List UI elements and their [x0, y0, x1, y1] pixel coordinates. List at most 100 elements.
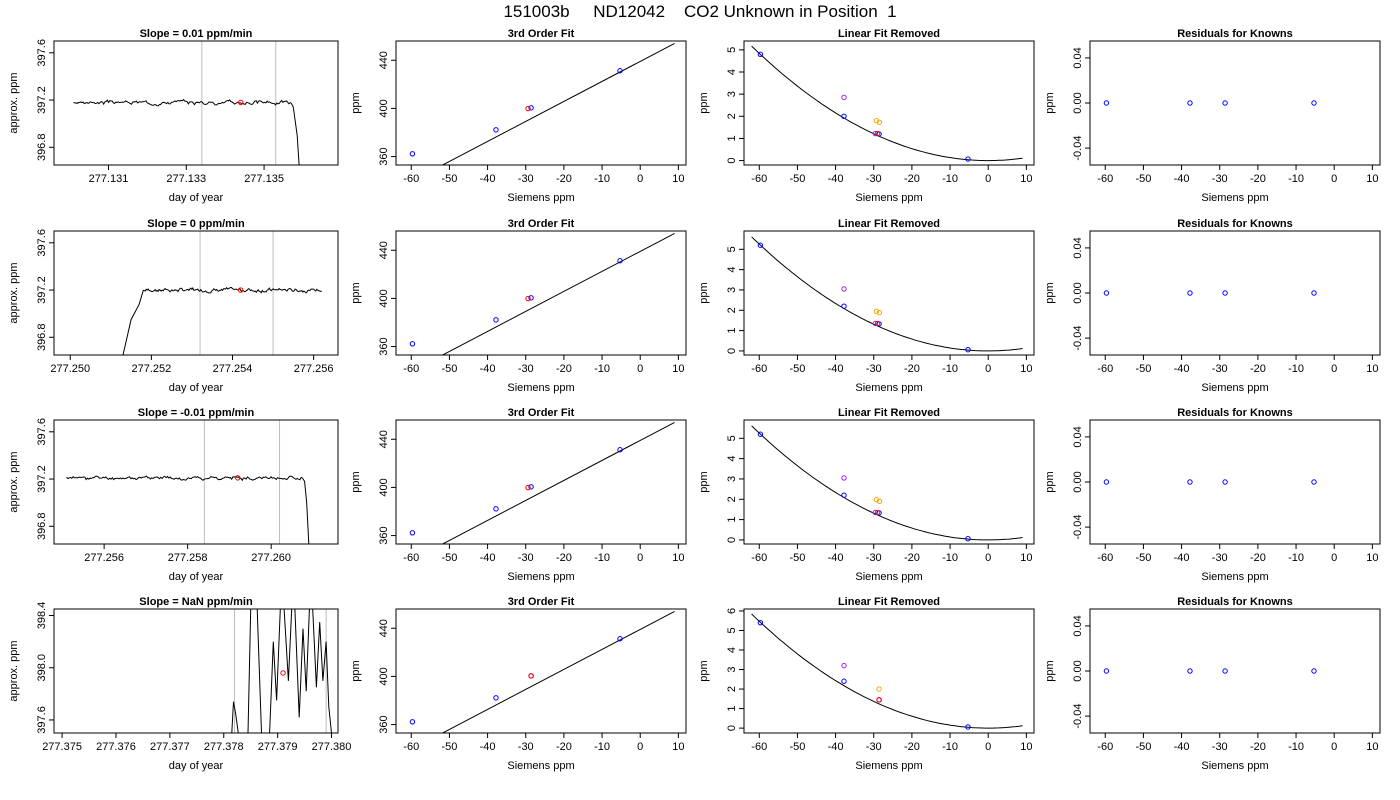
x-tick-label: -30 [1212, 552, 1228, 564]
previous-point [872, 320, 878, 327]
x-tick-label: 10 [1020, 552, 1032, 564]
x-axis-label: Siemens ppm [1201, 571, 1268, 583]
x-tick-label: -10 [1288, 552, 1304, 564]
x-tick-label: -50 [1135, 363, 1151, 375]
x-tick-label: -10 [594, 552, 610, 564]
x-tick-label: 277.379 [258, 741, 298, 753]
known-point [528, 295, 534, 301]
y-tick-label: 5 [726, 47, 738, 53]
x-tick-label: -50 [441, 741, 457, 753]
x-tick-label: 10 [672, 363, 684, 375]
x-axis-label: Siemens ppm [1201, 760, 1268, 772]
plot-area [1103, 290, 1317, 296]
y-tick-label: 2 [726, 496, 738, 502]
x-tick-label: 0 [637, 741, 643, 753]
known-point [1311, 290, 1317, 296]
y-axis-label: ppm [1044, 92, 1056, 113]
known-point [965, 347, 971, 353]
x-tick-label: -40 [480, 741, 496, 753]
panel-title: Linear Fit Removed [838, 28, 940, 40]
known-point [757, 51, 764, 57]
x-tick-label: 0 [985, 363, 991, 375]
x-tick-label: -50 [789, 741, 805, 753]
fit-curve [751, 425, 1023, 541]
fit-curve [751, 45, 1023, 162]
x-tick-label: -50 [789, 363, 805, 375]
panel-residuals-row-4: Residuals for Knowns Siemens ppm ppm -60 -50… [1044, 596, 1381, 772]
x-tick-label: 277.260 [251, 552, 291, 564]
plot-area [751, 45, 1023, 162]
x-tick-label: 277.254 [213, 363, 253, 375]
fit-line [441, 232, 675, 355]
y-tick-label: 397.6 [36, 229, 48, 257]
known-point [409, 151, 416, 157]
sample-marker [235, 475, 241, 481]
y-tick-label: 0.04 [1072, 426, 1084, 447]
known-point [965, 724, 971, 730]
alt-point [876, 310, 883, 316]
known-point [841, 492, 847, 498]
y-tick-label: 360 [378, 147, 390, 165]
panel-fit-row-2: 3rd Order Fit Siemens ppm ppm -60 -50 -40 -30 -… [350, 218, 687, 394]
y-tick-label: 3 [726, 666, 738, 672]
known-point [617, 636, 623, 642]
y-tick-label: 0.04 [1072, 615, 1084, 636]
plot-frame [53, 40, 339, 166]
y-tick-label: 400 [378, 667, 390, 685]
x-tick-label: -30 [1212, 173, 1228, 185]
x-tick-label: -60 [1097, 552, 1113, 564]
x-tick-label: -10 [594, 173, 610, 185]
panel-title: Slope = NaN ppm/min [139, 596, 253, 608]
y-tick-label: 397.6 [36, 706, 48, 734]
plot-area [122, 231, 322, 355]
plot-area [1103, 100, 1317, 106]
plot-frame [1089, 608, 1381, 734]
y-tick-label: 2 [726, 113, 738, 119]
panel-title: 3rd Order Fit [508, 407, 575, 419]
panel-title: Linear Fit Removed [838, 407, 940, 419]
x-tick-label: -60 [1097, 173, 1113, 185]
data-trace [73, 98, 300, 165]
plot-area [409, 421, 675, 544]
x-tick-label: 277.376 [96, 741, 136, 753]
x-tick-label: -30 [1212, 363, 1228, 375]
y-tick-label: 4 [726, 69, 738, 75]
x-tick-label: -50 [1135, 741, 1151, 753]
y-tick-label: 2 [726, 686, 738, 692]
plot-area [1103, 668, 1317, 674]
panel-time-series-row-2: Slope = 0 ppm/min day of year approx. ppm 2… [8, 218, 339, 394]
known-point [1311, 100, 1317, 106]
x-tick-label: 0 [985, 741, 991, 753]
y-axis-label: approx. ppm [8, 640, 20, 701]
y-tick-label: -0.04 [1072, 515, 1084, 540]
x-tick-label: 277.258 [168, 552, 208, 564]
x-tick-label: -20 [1250, 741, 1266, 753]
panel-time-series-row-3: Slope = -0.01 ppm/min day of year approx. … [8, 407, 339, 583]
x-tick-label: -10 [1288, 173, 1304, 185]
y-tick-label: 397.2 [36, 465, 48, 493]
x-tick-label: -20 [1250, 552, 1266, 564]
known-point [1103, 290, 1110, 296]
y-axis-label: ppm [698, 282, 710, 303]
x-tick-label: 277.378 [204, 741, 244, 753]
x-tick-label: 10 [1366, 741, 1378, 753]
panel-time-series-row-4: Slope = NaN ppm/min day of year approx. pp… [8, 596, 351, 772]
y-tick-label: 1 [726, 517, 738, 523]
y-tick-label: 0.04 [1072, 47, 1084, 68]
y-tick-label: 0.00 [1072, 471, 1084, 492]
plot-frame [743, 419, 1035, 545]
plot-area [409, 42, 675, 165]
x-tick-label: -10 [1288, 363, 1304, 375]
known-point [965, 156, 971, 162]
known-point [409, 341, 416, 347]
x-tick-label: 0 [1331, 363, 1337, 375]
plot-area [751, 613, 1023, 730]
x-tick-label: -40 [480, 363, 496, 375]
y-axis-label: ppm [698, 471, 710, 492]
previous-point [872, 509, 878, 516]
x-tick-label: 10 [1366, 552, 1378, 564]
data-trace [294, 609, 310, 718]
alt-point [876, 686, 882, 692]
previous-point [841, 662, 847, 669]
alt-point [876, 119, 883, 125]
